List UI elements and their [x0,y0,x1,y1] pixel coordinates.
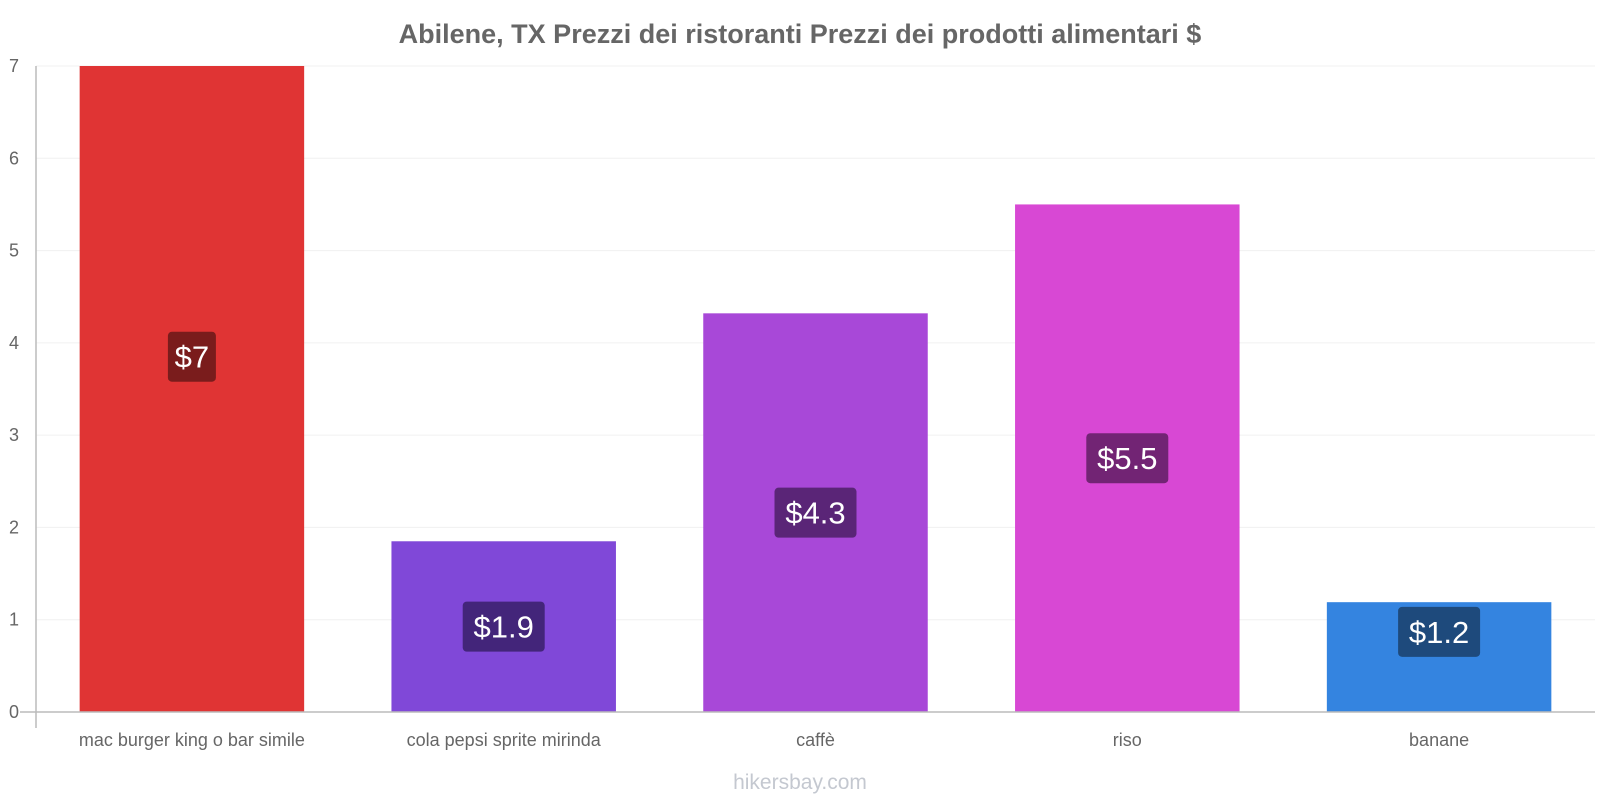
y-axis: 0 1 2 3 4 5 6 7 [9,56,37,728]
x-tick-label: banane [1409,730,1469,750]
data-label: $1.9 [474,610,534,645]
y-tick-label: 1 [9,610,19,630]
x-tick-label: mac burger king o bar simile [79,730,305,750]
y-tick-label: 7 [9,56,19,76]
data-label-background [1398,606,1481,657]
y-tick-label: 0 [9,702,19,722]
y-tick-label: 5 [9,241,19,261]
data-label: $7 [175,340,209,375]
source-credit[interactable]: hikersbay.com [733,771,867,794]
y-tick-label: 4 [9,333,19,353]
data-label-background [774,487,857,538]
data-label-background [167,331,216,382]
bar[interactable] [79,66,305,712]
data-label: $5.5 [1097,441,1157,476]
x-axis: mac burger king o bar simile cola pepsi s… [20,711,1595,750]
y-tick-label: 3 [9,425,19,445]
y-tick-label: 6 [9,148,19,168]
data-label-background [1086,433,1169,484]
chart-title: Abilene, TX Prezzi dei ristoranti Prezzi… [399,19,1202,49]
x-tick-label: riso [1113,730,1142,750]
x-tick-label: caffè [796,730,835,750]
data-label-background [462,601,545,652]
data-label: $4.3 [785,496,845,531]
data-label: $1.2 [1409,615,1469,650]
bars: $7 $1.9 $4.3 $5.5 $1.2 [79,66,1552,712]
x-tick-label: cola pepsi sprite mirinda [407,730,602,750]
y-tick-label: 2 [9,517,19,537]
